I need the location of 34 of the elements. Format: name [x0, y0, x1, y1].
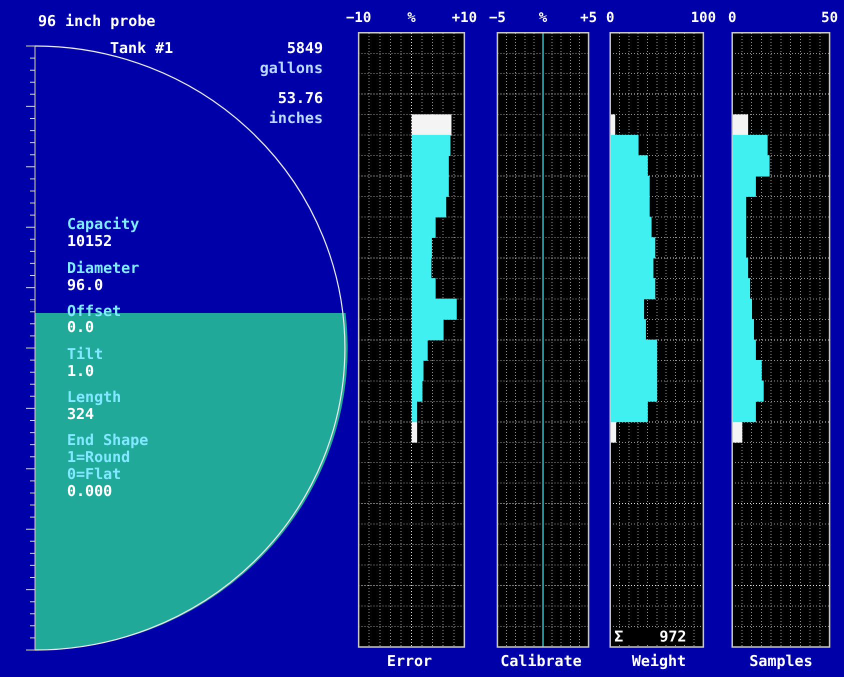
text: 0.0 [67, 318, 94, 336]
x-tick-label: 0 [728, 10, 736, 26]
text: 1=Round [67, 448, 130, 466]
text: Samples [749, 652, 813, 670]
x-tick-label: 50 [821, 10, 838, 26]
x-tick-label: 0 [606, 10, 614, 26]
text: Diameter [67, 259, 140, 277]
text: 5849 [286, 39, 323, 57]
text: inches [268, 109, 323, 127]
text: Length [67, 388, 122, 406]
x-tick-label: −10 [346, 10, 372, 26]
x-tick-label: % [538, 10, 548, 26]
text: 96 inch probe [38, 12, 156, 30]
text: gallons [260, 59, 323, 77]
text: 324 [67, 405, 94, 423]
x-tick-label: +10 [452, 10, 478, 26]
x-tick-label: −5 [489, 10, 506, 26]
text: 1.0 [67, 362, 94, 380]
text: End Shape [67, 431, 148, 449]
text: Capacity [67, 215, 140, 233]
annotation: Σ 972 [614, 627, 686, 646]
x-tick-label: % [407, 10, 416, 26]
text: 96.0 [67, 276, 104, 294]
text: 53.76 [278, 89, 323, 107]
text: Tilt [67, 345, 104, 363]
x-tick-label: +5 [580, 10, 597, 26]
text: Error [386, 652, 432, 670]
text: Tank #1 [110, 39, 174, 57]
x-tick-label: 100 [690, 10, 716, 26]
text: 0=Flat [67, 465, 122, 483]
text: Calibrate [500, 652, 582, 670]
text: 10152 [67, 232, 112, 250]
text: Weight [632, 652, 686, 670]
text: 0.000 [67, 482, 112, 500]
